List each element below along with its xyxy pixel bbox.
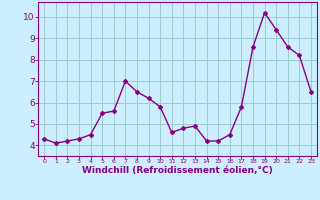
- X-axis label: Windchill (Refroidissement éolien,°C): Windchill (Refroidissement éolien,°C): [82, 166, 273, 175]
